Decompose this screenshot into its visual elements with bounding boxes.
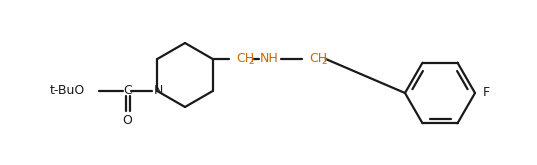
Text: C: C	[123, 84, 132, 98]
Text: NH: NH	[259, 52, 278, 66]
Text: t-BuO: t-BuO	[49, 84, 85, 98]
Text: F: F	[483, 86, 490, 99]
Text: CH: CH	[310, 52, 328, 66]
Text: 2: 2	[249, 57, 255, 66]
Text: 2: 2	[322, 57, 328, 66]
Text: N: N	[154, 84, 163, 98]
Text: CH: CH	[237, 52, 255, 66]
Text: O: O	[122, 114, 132, 127]
